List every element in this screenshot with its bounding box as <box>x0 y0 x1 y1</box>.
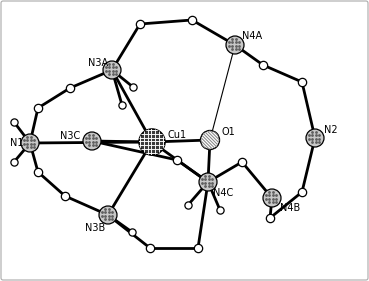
Circle shape <box>103 61 121 79</box>
Text: N3B: N3B <box>85 223 105 233</box>
Text: N4B: N4B <box>280 203 300 213</box>
Text: N1: N1 <box>10 138 24 148</box>
Text: N3C: N3C <box>60 131 80 141</box>
Circle shape <box>226 36 244 54</box>
Circle shape <box>263 189 281 207</box>
Circle shape <box>200 130 220 149</box>
Circle shape <box>21 134 39 152</box>
Text: N4A: N4A <box>242 31 262 41</box>
Circle shape <box>83 132 101 150</box>
Text: N2: N2 <box>324 125 338 135</box>
Text: Cu1: Cu1 <box>168 130 187 140</box>
Circle shape <box>306 129 324 147</box>
Text: N4C: N4C <box>213 188 233 198</box>
Text: N3A: N3A <box>88 58 108 68</box>
Circle shape <box>139 129 165 155</box>
Circle shape <box>99 206 117 224</box>
Text: O1: O1 <box>222 127 236 137</box>
Circle shape <box>199 173 217 191</box>
